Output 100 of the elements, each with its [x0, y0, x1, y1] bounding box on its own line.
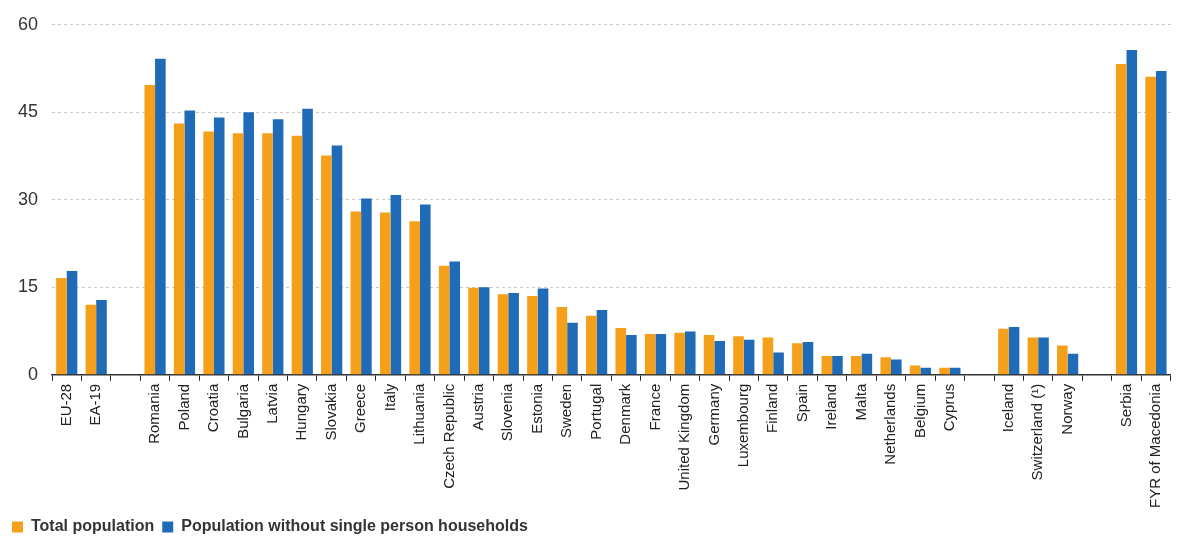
bar: [173, 123, 185, 375]
bar: [331, 145, 343, 375]
x-tick-label: Luxembourg: [733, 383, 751, 468]
bar: [850, 356, 862, 375]
bar: [1115, 63, 1127, 375]
bar: [762, 337, 774, 375]
x-tick-label: Netherlands: [881, 383, 899, 465]
bar: [1038, 337, 1049, 375]
bar: [478, 287, 490, 375]
bar: [1145, 76, 1156, 375]
bar: [272, 119, 284, 375]
x-tick-label: Estonia: [527, 383, 545, 434]
bar: [527, 296, 538, 375]
x-tick-label: Spain: [792, 383, 810, 423]
bar: [891, 359, 902, 375]
x-tick-label: Switzerland (¹): [1028, 383, 1046, 481]
x-tick-label: Norway: [1057, 383, 1075, 435]
y-tick-label: 30: [17, 188, 39, 209]
bar: [321, 155, 332, 375]
x-tick-label: Iceland: [998, 383, 1016, 433]
bar: [832, 356, 843, 375]
x-tick-label: Bulgaria: [233, 383, 251, 439]
bar: [802, 342, 814, 375]
bar: [302, 108, 313, 375]
bar: [586, 315, 597, 375]
bar: [508, 293, 519, 375]
bar: [449, 261, 461, 375]
bar: [232, 133, 244, 375]
bar: [615, 328, 627, 375]
x-tick-label: Greece: [351, 383, 369, 433]
y-tick-label: 45: [17, 101, 39, 122]
bar: [438, 265, 450, 375]
bar: [714, 340, 725, 375]
bar: [468, 287, 479, 375]
bar: [733, 336, 744, 375]
legend-label: Total population: [31, 517, 155, 535]
bar: [96, 300, 107, 375]
x-tick-label: Sweden: [557, 383, 575, 438]
x-tick-label: France: [645, 383, 663, 431]
bar: [743, 339, 755, 375]
x-tick-label: Czech Republic: [439, 383, 457, 489]
x-tick-label: Slovenia: [498, 383, 516, 442]
bar: [1067, 353, 1079, 375]
bar: [497, 294, 509, 375]
bar: [379, 212, 391, 375]
bar: [556, 307, 568, 375]
bar: [537, 288, 549, 375]
bar: [1126, 49, 1138, 375]
bar: [596, 310, 608, 375]
bar: [184, 110, 196, 375]
x-tick-label: EU-28: [56, 383, 74, 427]
x-tick-label: Austria: [469, 383, 487, 431]
y-tick-label: 60: [17, 13, 39, 34]
bar: [792, 343, 803, 375]
bar: [66, 270, 78, 375]
x-tick-label: Belgium: [910, 383, 928, 438]
legend-label: Population without single person households: [181, 517, 528, 535]
bar: [243, 112, 254, 375]
x-tick-label: Germany: [704, 383, 722, 446]
bar: [567, 322, 578, 375]
x-tick-label: Latvia: [262, 383, 280, 424]
x-tick-label: Ireland: [822, 383, 840, 430]
bar: [998, 328, 1009, 375]
bar: [420, 204, 431, 375]
bar: [262, 133, 273, 375]
x-tick-label: Lithuania: [410, 383, 428, 445]
x-tick-label: Hungary: [292, 383, 310, 441]
bar: [684, 331, 696, 375]
x-tick-label: Finland: [763, 383, 781, 433]
x-tick-label: Romania: [145, 383, 163, 444]
bar: [1008, 326, 1020, 375]
bar: [155, 58, 166, 375]
x-tick-label: Denmark: [616, 383, 634, 445]
x-tick-label: Poland: [174, 383, 192, 431]
x-tick-label: Portugal: [586, 383, 604, 440]
x-tick-label: Slovakia: [321, 383, 339, 441]
bar: [655, 333, 667, 375]
bar: [361, 198, 372, 375]
bar: [909, 365, 921, 375]
bar: [861, 353, 873, 375]
bar: [56, 277, 67, 375]
bar: [920, 367, 932, 375]
bar: [1057, 345, 1068, 375]
x-tick-label: Croatia: [204, 383, 222, 433]
y-tick-label: 15: [17, 276, 39, 297]
x-tick-label: Malta: [851, 383, 869, 421]
bar: [626, 335, 637, 375]
bar: [350, 211, 362, 375]
bar: [213, 117, 225, 375]
bar: [773, 352, 784, 375]
bar: [1155, 70, 1167, 375]
bar: [390, 195, 402, 375]
x-tick-label: FYR of Macedonia: [1146, 383, 1164, 509]
x-tick-label: United Kingdom: [675, 383, 693, 491]
y-tick-label: 0: [28, 363, 39, 384]
x-tick-label: Italy: [380, 383, 398, 412]
bar: [703, 335, 715, 375]
bar: [880, 357, 892, 375]
bar: [821, 356, 833, 375]
x-tick-label: EA-19: [86, 383, 104, 426]
